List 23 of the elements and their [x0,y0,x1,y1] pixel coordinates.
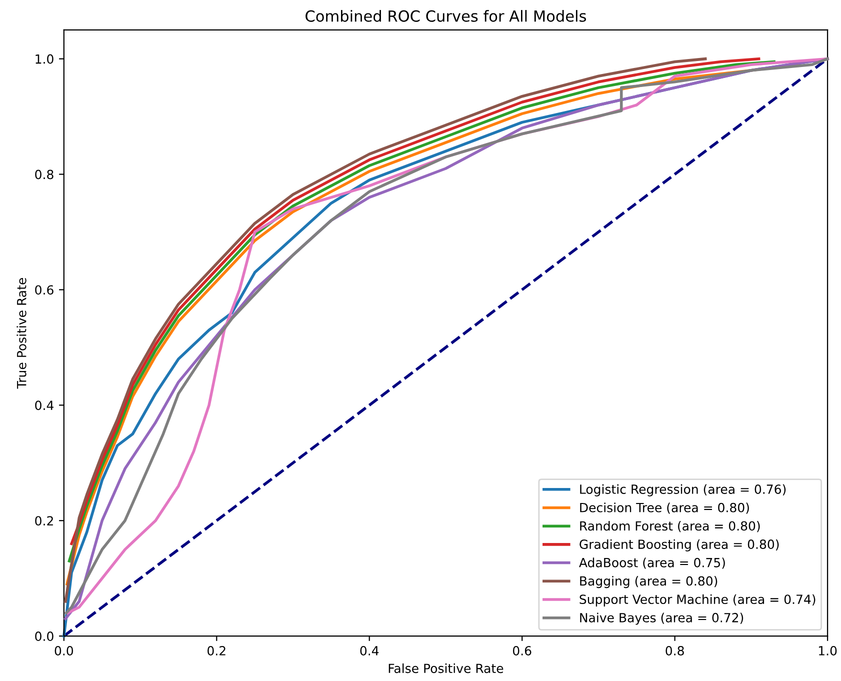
legend-label: Naive Bayes (area = 0.72) [580,612,744,625]
y-tick-label: 0.8 [35,170,54,180]
legend-label: Support Vector Machine (area = 0.74) [580,594,816,606]
y-tick-label: 0.2 [35,516,53,526]
y-tick-label: 0.0 [35,632,54,641]
legend-label: Decision Tree (area = 0.80) [580,502,749,514]
x-tick-label: 0.2 [208,646,226,656]
legend-label: AdaBoost (area = 0.75) [579,558,725,569]
x-tick-label: 0.4 [360,646,379,656]
y-tick-label: 1.0 [36,54,54,64]
legend-label: Random Forest (area = 0.80) [580,520,760,532]
x-tick-label: 0.8 [666,646,684,656]
x-tick-label: 0.0 [54,646,74,656]
y-axis-title: True Positive Rate [16,278,26,389]
chart-title: Combined ROC Curves for All Models [306,10,586,22]
legend-label: Gradient Boosting (area = 0.80) [580,539,779,552]
y-tick-label: 0.6 [35,285,54,295]
x-axis-title: False Positive Rate [388,663,504,674]
y-tick-label: 0.4 [35,400,54,410]
legend-label: Logistic Regression (area = 0.76) [580,484,786,496]
x-tick-label: 1.0 [818,646,837,656]
x-tick-label: 0.6 [512,646,532,656]
legend-label: Bagging (area = 0.80) [580,576,718,588]
